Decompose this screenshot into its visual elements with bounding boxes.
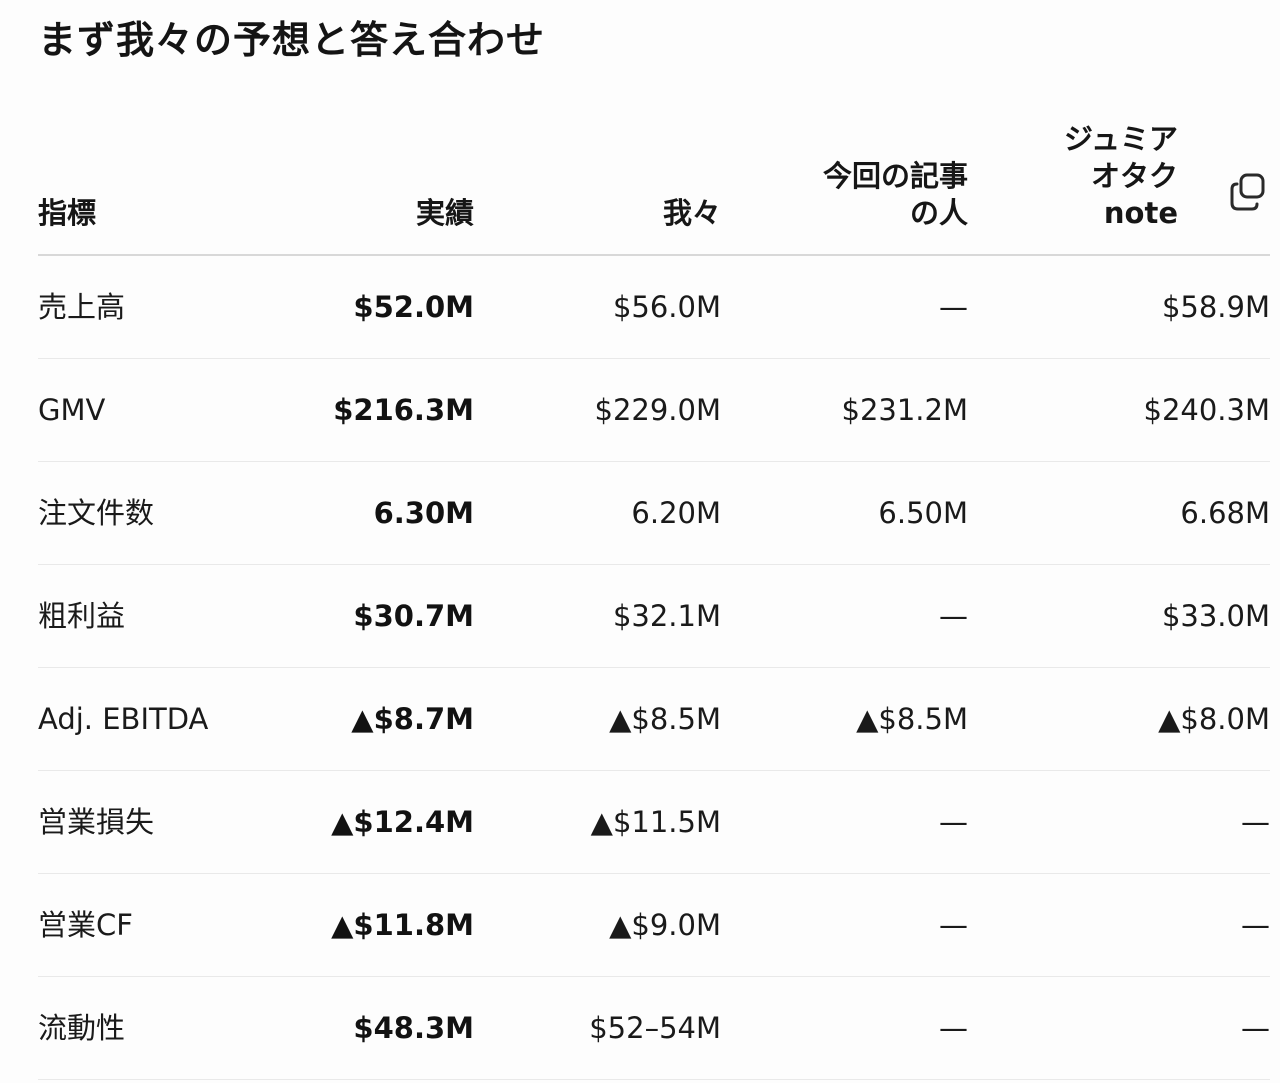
metric-cell: 流動性 [38, 976, 228, 1080]
header-article-author: 今回の記事 の人 [721, 94, 968, 256]
ours-cell: $229.0M [474, 358, 721, 462]
actual-cell: ▲$12.4M [228, 770, 474, 874]
article-cell: $231.2M [721, 358, 968, 462]
otaku-cell: 6.68M [968, 461, 1270, 565]
actual-cell: $30.7M [228, 564, 474, 668]
ours-cell: $56.0M [474, 255, 721, 359]
metric-cell: 注文件数 [38, 461, 228, 565]
otaku-cell: $33.0M [968, 564, 1270, 668]
metric-cell: 粗利益 [38, 564, 228, 668]
comparison-table: 指標 実績 我々 今回の記事 の人 ジュミア オタク note 売上高 [38, 94, 1270, 1080]
metric-cell: 営業CF [38, 873, 228, 977]
otaku-cell: $58.9M [968, 255, 1270, 359]
article-cell: ▲$8.5M [721, 667, 968, 771]
actual-cell: ▲$11.8M [228, 873, 474, 977]
comparison-table-wrapper: 指標 実績 我々 今回の記事 の人 ジュミア オタク note 売上高 [38, 94, 1270, 1080]
header-otaku-line1: ジュミア [1064, 122, 1178, 156]
otaku-cell: — [968, 873, 1270, 977]
table-row: Adj. EBITDA ▲$8.7M ▲$8.5M ▲$8.5M ▲$8.0M [38, 667, 1270, 771]
table-row: 営業損失 ▲$12.4M ▲$11.5M — — [38, 770, 1270, 874]
metric-cell: 営業損失 [38, 770, 228, 874]
actual-cell: $52.0M [228, 255, 474, 359]
table-row: 売上高 $52.0M $56.0M — $58.9M [38, 255, 1270, 359]
article-cell: — [721, 255, 968, 359]
metric-cell: Adj. EBITDA [38, 667, 228, 771]
article-cell: 6.50M [721, 461, 968, 565]
header-metric: 指標 [38, 94, 228, 256]
ours-cell: ▲$9.0M [474, 873, 721, 977]
article-cell: — [721, 564, 968, 668]
table-row: GMV $216.3M $229.0M $231.2M $240.3M [38, 358, 1270, 462]
otaku-cell: — [968, 770, 1270, 874]
ours-cell: $52–54M [474, 976, 721, 1080]
header-jumia-otaku-note: ジュミア オタク note [968, 94, 1270, 256]
otaku-cell: ▲$8.0M [968, 667, 1270, 771]
header-actual: 実績 [228, 94, 474, 256]
actual-cell: $216.3M [228, 358, 474, 462]
ours-cell: 6.20M [474, 461, 721, 565]
metric-cell: GMV [38, 358, 228, 462]
header-otaku-line3: note [1103, 196, 1178, 230]
header-ours: 我々 [474, 94, 721, 256]
actual-cell: 6.30M [228, 461, 474, 565]
header-otaku-line2: オタク [1090, 159, 1178, 193]
header-article-line2: の人 [909, 196, 968, 230]
copy-icon[interactable] [1228, 172, 1268, 212]
article-cell: — [721, 873, 968, 977]
otaku-cell: — [968, 976, 1270, 1080]
metric-cell: 売上高 [38, 255, 228, 359]
article-cell: — [721, 770, 968, 874]
article-cell: — [721, 976, 968, 1080]
actual-cell: $48.3M [228, 976, 474, 1080]
table-row: 粗利益 $30.7M $32.1M — $33.0M [38, 564, 1270, 668]
actual-cell: ▲$8.7M [228, 667, 474, 771]
otaku-cell: $240.3M [968, 358, 1270, 462]
page-title: まず我々の予想と答え合わせ [38, 18, 546, 62]
table-row: 流動性 $48.3M $52–54M — — [38, 976, 1270, 1080]
table-header-row: 指標 実績 我々 今回の記事 の人 ジュミア オタク note [38, 94, 1270, 256]
ours-cell: ▲$11.5M [474, 770, 721, 874]
ours-cell: $32.1M [474, 564, 721, 668]
header-article-line1: 今回の記事 [822, 159, 968, 193]
table-row: 注文件数 6.30M 6.20M 6.50M 6.68M [38, 461, 1270, 565]
ours-cell: ▲$8.5M [474, 667, 721, 771]
table-row: 営業CF ▲$11.8M ▲$9.0M — — [38, 873, 1270, 977]
